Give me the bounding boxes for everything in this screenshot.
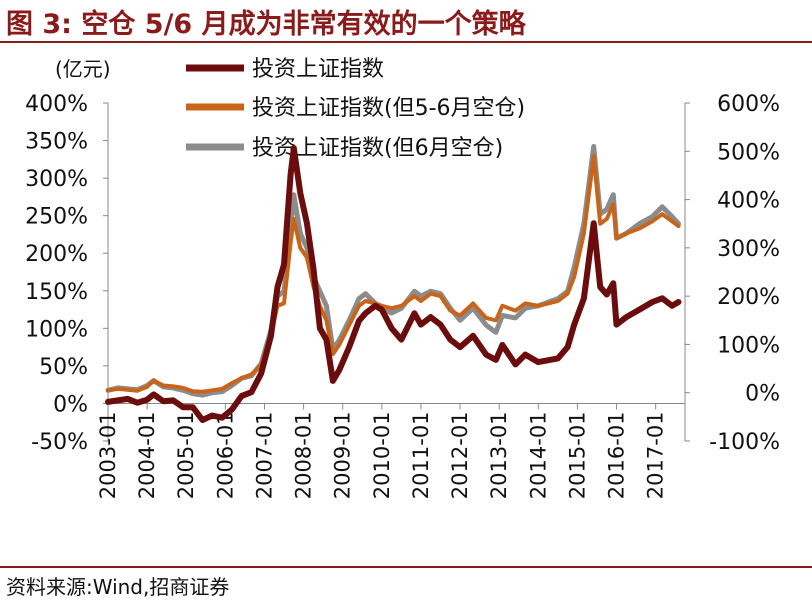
right-tick-label: 0% — [745, 382, 780, 407]
source-note: 资料来源:Wind,招商证券 — [6, 575, 230, 599]
x-tick-label: 2006-01 — [213, 411, 237, 499]
x-tick-label: 2005-01 — [174, 411, 198, 499]
left-tick-label: 200% — [25, 242, 88, 267]
right-tick-label: 400% — [717, 189, 780, 214]
left-tick-label: 400% — [25, 92, 88, 117]
x-tick-label: 2011-01 — [409, 411, 433, 499]
series-line-no-june — [105, 144, 681, 398]
x-tick-label: 2015-01 — [565, 411, 589, 499]
left-tick-label: 150% — [25, 280, 88, 305]
x-tick-label: 2017-01 — [644, 411, 668, 499]
source-rule — [0, 566, 812, 568]
series-lines — [105, 144, 682, 423]
left-tick-label: 250% — [25, 205, 88, 230]
legend-label: 投资上证指数(但5-6月空仓) — [252, 96, 525, 121]
x-tick-label: 2007-01 — [252, 411, 276, 499]
figure-title: 图 3: 空仓 5/6 月成为非常有效的一个策略 — [6, 9, 526, 40]
right-tick-label: 600% — [717, 92, 780, 117]
x-tick-label: 2016-01 — [605, 411, 629, 499]
right-tick-label: -100% — [709, 430, 780, 455]
right-tick-label: 500% — [717, 140, 780, 165]
right-tick-label: 200% — [717, 285, 780, 310]
x-tick-label: 2004-01 — [135, 411, 159, 499]
left-tick-label: 50% — [39, 355, 88, 380]
left-tick-label: 100% — [25, 317, 88, 342]
x-tick-label: 2012-01 — [448, 411, 472, 499]
x-tick-label: 2014-01 — [526, 411, 550, 499]
x-tick-label: 2010-01 — [370, 411, 394, 499]
axes: -50% 0% 50% 100% 150% 200% 250% 300% 350% 400% (亿元… — [25, 57, 780, 499]
title-rule — [0, 41, 812, 43]
series-line-main — [105, 145, 682, 423]
left-tick-label: 350% — [25, 130, 88, 155]
x-tick-label: 2008-01 — [292, 411, 316, 499]
series-line-no-may-june — [106, 154, 681, 394]
x-tick-label: 2003-01 — [96, 411, 120, 499]
right-tick-label: 300% — [717, 237, 780, 262]
x-tick-label: 2009-01 — [331, 411, 355, 499]
left-tick-label: -50% — [31, 430, 88, 455]
left-tick-label: 0% — [53, 392, 88, 417]
x-tick-label: 2013-01 — [487, 411, 511, 499]
legend-label: 投资上证指数 — [252, 57, 384, 82]
left-axis-unit-label: (亿元) — [55, 57, 111, 81]
left-tick-label: 300% — [25, 167, 88, 192]
right-tick-label: 100% — [717, 333, 780, 358]
